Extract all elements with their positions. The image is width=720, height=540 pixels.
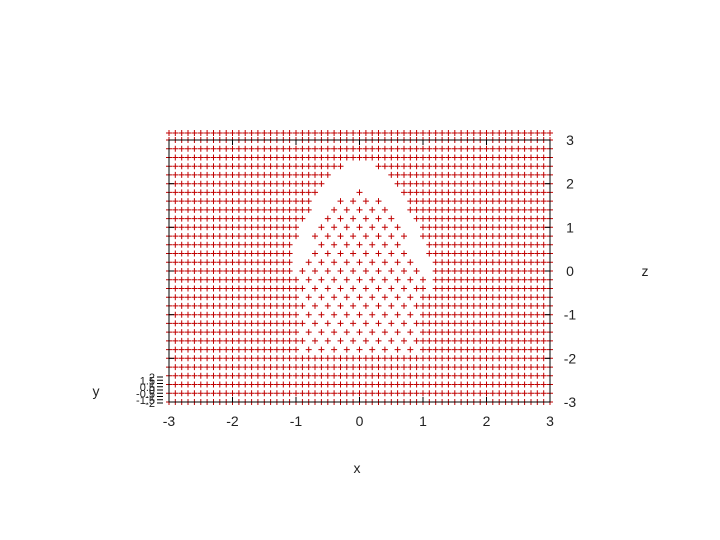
y-tick-label: -1.5 [136, 395, 155, 407]
x-axis-label: x [354, 460, 361, 476]
y-axis-label: y [93, 383, 100, 399]
x-tick-label: -1 [290, 413, 303, 429]
z-axis-ticks: 3 2 1 0 -1 -2 -3 [169, 132, 576, 410]
z-tick-label: -1 [564, 307, 577, 323]
y-tick-label: -2 [145, 398, 155, 410]
z-tick-label: 0 [566, 263, 574, 279]
x-tick-label: 0 [356, 413, 364, 429]
z-tick-label: 1 [566, 219, 574, 235]
x-tick-label: 2 [483, 413, 491, 429]
y-tick-label: 2 [149, 372, 155, 384]
y-axis-ticks: 21.510.50-0.5-1-1.5-2 [136, 372, 163, 410]
x-axis-ticks: -3 -2 -1 0 1 2 3 [163, 140, 554, 429]
y-tick-label: 0.5 [140, 382, 155, 394]
z-axis-label: z [642, 263, 649, 279]
x-tick-label: 1 [419, 413, 427, 429]
y-tick-label: -0.5 [136, 388, 155, 400]
x-tick-label: 3 [546, 413, 554, 429]
y-tick-label: 1 [149, 379, 155, 391]
z-tick-label: 3 [566, 132, 574, 148]
x-tick-label: -2 [226, 413, 239, 429]
z-tick-label: 2 [566, 176, 574, 192]
y-tick-label: 1.5 [140, 375, 155, 387]
z-tick-label: -2 [564, 350, 577, 366]
x-tick-label: -3 [163, 413, 176, 429]
y-tick-label: 0 [149, 385, 155, 397]
z-tick-label: -3 [564, 394, 577, 410]
y-tick-label: -1 [145, 392, 155, 404]
